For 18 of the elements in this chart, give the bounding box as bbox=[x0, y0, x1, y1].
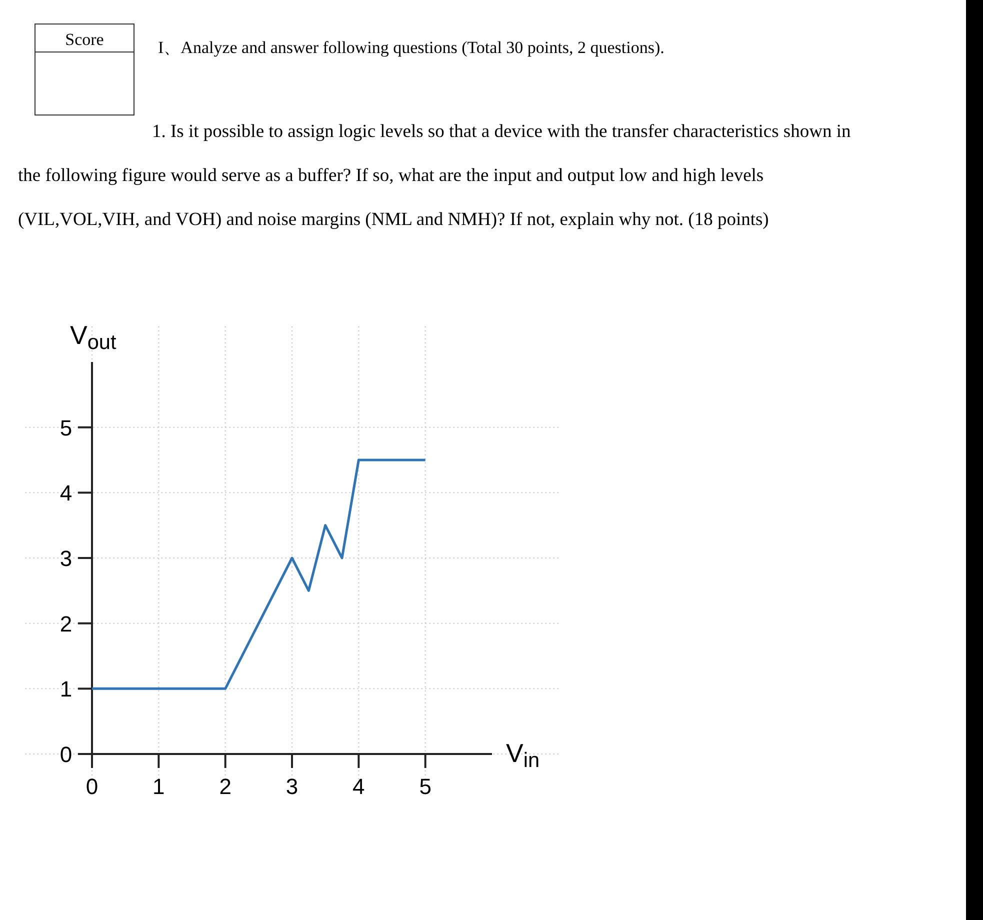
text: 1. Is it possible to assign logic levels so that a device with the transfer characteristics shown in the following figure would serve as a buffer? If so, what are the input and output low and high levels (VIL,VOL,VIH, and VOH) and noise margins (NML and NMH)? If not, explain why not. (18 points) bbox=[18, 122, 851, 230]
x-tick-label: 2 bbox=[219, 774, 232, 799]
y-axis-title: V$_{out}$ bbox=[70, 320, 116, 354]
chart-title: I、Analyze and answer following questions (Total 30 points, 2 questions). bbox=[158, 38, 664, 57]
y-tick-label: 5 bbox=[60, 415, 72, 440]
x-tick-label: 5 bbox=[419, 774, 432, 799]
y-tick-label: 2 bbox=[60, 611, 72, 636]
x-tick-label: 0 bbox=[86, 774, 98, 799]
y-tick-label: 1 bbox=[60, 676, 72, 702]
x-axis-title: V$_{in}$ bbox=[506, 738, 540, 772]
x-tick-label: 1 bbox=[152, 774, 165, 799]
y-tick-label: 3 bbox=[60, 546, 72, 571]
line-series bbox=[90, 458, 427, 690]
y-tick-label: 0 bbox=[60, 742, 72, 767]
y-tick-label: 4 bbox=[60, 480, 72, 506]
x-tick-label: 3 bbox=[286, 774, 298, 799]
x-tick-label: 4 bbox=[352, 774, 365, 799]
text: Score bbox=[65, 30, 104, 49]
